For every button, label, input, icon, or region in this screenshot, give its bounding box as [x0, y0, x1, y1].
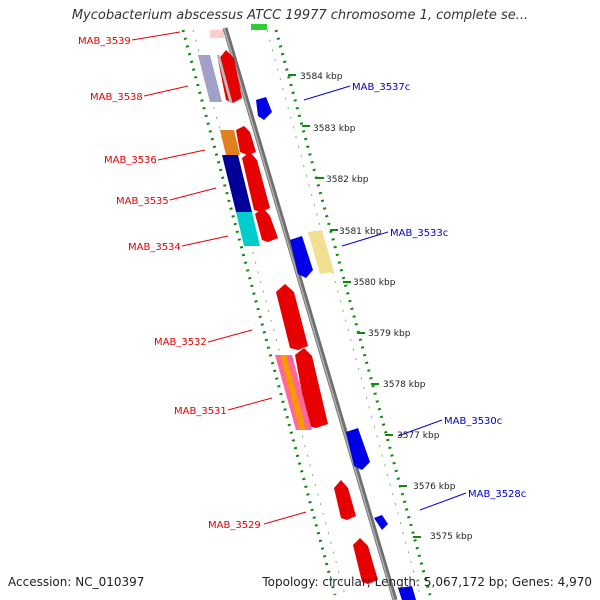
- gene-block-mab-3535-dark: [222, 155, 252, 212]
- reverse-genes: [256, 97, 416, 600]
- gene-label-mab-3532[interactable]: MAB_3532: [154, 337, 207, 348]
- map-title: Mycobacterium abscessus ATCC 19977 chrom…: [71, 8, 529, 23]
- gene-label-mab-3529[interactable]: MAB_3529: [208, 520, 261, 531]
- gene-block-mab-3538-shade: [198, 55, 222, 102]
- right-outer-ruler: [274, 29, 432, 596]
- gene-block-mab-3536-shade: [220, 130, 240, 155]
- ruler-lines: [181, 29, 432, 596]
- kbp-label: 3577 kbp: [397, 431, 440, 441]
- kbp-label: 3579 kbp: [368, 329, 411, 339]
- gene-block-mab-3533c[interactable]: [290, 236, 313, 278]
- kbp-label: 3583 kbp: [313, 124, 356, 134]
- gene-block-mab-3538[interactable]: [218, 50, 242, 103]
- kbp-label: 3576 kbp: [413, 482, 456, 492]
- gene-label-mab-3538[interactable]: MAB_3538: [90, 92, 143, 103]
- gene-label-mab-3537c[interactable]: MAB_3537c: [352, 82, 410, 93]
- forward-genes: [198, 50, 378, 584]
- gene-block-mab-3533c-yellow: [308, 230, 334, 274]
- top-pink-mark: [210, 30, 224, 38]
- reverse-gene-labels: MAB_3537c MAB_3533c MAB_3530c MAB_3528c: [352, 82, 526, 500]
- kbp-label: 3581 kbp: [339, 227, 382, 237]
- gene-block-mab-3528c[interactable]: [374, 515, 388, 530]
- gene-block-mab-3531[interactable]: [295, 348, 328, 428]
- left-outer-ruler: [181, 29, 337, 596]
- leader-lines: [131, 31, 467, 525]
- gene-block-mab-3535[interactable]: [242, 152, 270, 212]
- kbp-labels: 3584 kbp 3583 kbp 3582 kbp 3581 kbp 3580…: [300, 72, 473, 542]
- gene-label-mab-3539[interactable]: MAB_3539: [78, 36, 131, 47]
- forward-gene-labels: MAB_3539 MAB_3538 MAB_3536 MAB_3535 MAB_…: [78, 36, 261, 531]
- kbp-label: 3584 kbp: [300, 72, 343, 82]
- kbp-label: 3580 kbp: [353, 278, 396, 288]
- gene-block-mab-3536[interactable]: [236, 126, 256, 155]
- accession-text: Accession: NC_010397: [8, 575, 145, 589]
- kbp-label: 3575 kbp: [430, 532, 473, 542]
- top-green-mark: [251, 24, 267, 30]
- gene-block-mab-3531-stripe2: [280, 355, 306, 430]
- gene-block-mab-3532[interactable]: [276, 284, 308, 350]
- gene-label-mab-3535[interactable]: MAB_3535: [116, 196, 169, 207]
- gene-block-bottom-red: [353, 538, 378, 584]
- topology-summary: Topology: circular; Length: 5,067,172 bp…: [262, 575, 592, 589]
- gene-label-mab-3534[interactable]: MAB_3534: [128, 242, 181, 253]
- gene-label-mab-3533c[interactable]: MAB_3533c: [390, 228, 448, 239]
- gene-label-mab-3530c[interactable]: MAB_3530c: [444, 416, 502, 427]
- gene-label-mab-3531[interactable]: MAB_3531: [174, 406, 227, 417]
- kbp-label: 3582 kbp: [326, 175, 369, 185]
- gene-block-bottom-blue: [398, 586, 416, 600]
- gene-label-mab-3536[interactable]: MAB_3536: [104, 155, 157, 166]
- kbp-label: 3578 kbp: [383, 380, 426, 390]
- gene-block-mab-3529[interactable]: [334, 480, 356, 520]
- gene-block-mab-3530c[interactable]: [346, 428, 370, 470]
- gene-label-mab-3528c[interactable]: MAB_3528c: [468, 489, 526, 500]
- gene-block-mab-3537c[interactable]: [256, 97, 272, 120]
- chromosome-backbone: [222, 27, 398, 600]
- gene-block-mab-3534[interactable]: [255, 208, 278, 242]
- gene-block-mab-3534-cyan: [236, 212, 260, 246]
- kbp-ticks: [288, 74, 421, 538]
